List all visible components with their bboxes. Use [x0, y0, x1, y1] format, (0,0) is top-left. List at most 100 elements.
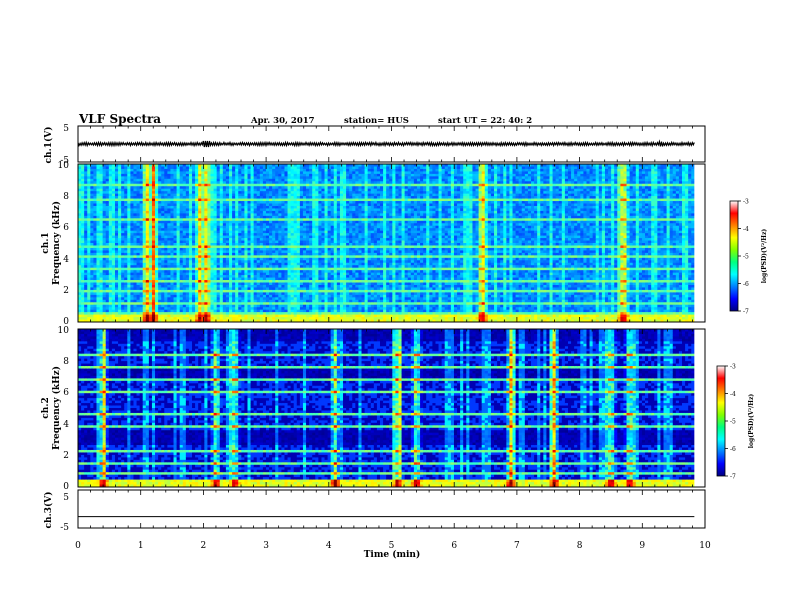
spectrogram-cell [262, 188, 267, 192]
spectrogram-cell [238, 215, 242, 219]
spectrogram-cell [293, 181, 298, 185]
spectrogram-cell [182, 233, 187, 236]
spectrogram-cell [185, 317, 190, 320]
spectrogram-cell [148, 218, 153, 222]
spectrogram-cell [296, 307, 301, 311]
spectrogram-cell [309, 225, 313, 229]
spectrogram-cell [121, 314, 125, 318]
spectrogram-cell [188, 255, 193, 259]
spectrogram-cell [253, 307, 258, 311]
spectrogram-cell [81, 257, 85, 261]
spectrogram-cell [204, 287, 208, 291]
spectrogram-cell [192, 275, 196, 278]
spectrogram-cell [210, 186, 214, 190]
spectrogram-cell [256, 297, 261, 301]
spectrogram-cell [124, 166, 128, 170]
spectrogram-cell [173, 245, 178, 249]
spectrogram-cell [216, 238, 221, 241]
spectrogram-cell [222, 213, 227, 217]
spectrogram-cell [133, 284, 137, 288]
spectrogram-cell [145, 292, 150, 296]
spectrogram-cell [192, 168, 196, 172]
spectrogram-cell [139, 235, 144, 239]
spectrogram-cell [281, 178, 285, 182]
spectrogram-cell [127, 205, 131, 209]
spectrogram-cell [121, 252, 125, 256]
spectrogram-cell [284, 280, 288, 283]
spectrogram-cell [262, 183, 267, 187]
spectrogram-cell [269, 191, 273, 195]
spectrogram-cell [148, 267, 153, 271]
spectrogram-cell [204, 277, 208, 281]
spectrogram-cell [281, 250, 285, 254]
spectrogram-cell [272, 193, 276, 197]
spectrogram-cell [238, 317, 242, 320]
spectrogram-cell [114, 166, 119, 170]
spectrogram-cell [296, 312, 301, 315]
spectrogram-cell [250, 205, 255, 209]
spectrogram-cell [198, 299, 202, 303]
spectrogram-cell [164, 284, 168, 288]
spectrogram-cell [90, 260, 94, 264]
spectrogram-cell [139, 294, 144, 298]
spectrogram-cell [290, 178, 295, 182]
spectrogram-cell [225, 210, 230, 214]
spectrogram-cell [302, 262, 307, 266]
spectrogram-cell [108, 198, 113, 202]
spectrogram-cell [232, 235, 236, 239]
spectrogram-cell [198, 252, 202, 256]
spectrogram-cell [93, 299, 97, 303]
spectrogram-cell [238, 213, 242, 217]
spectrogram-cell [121, 208, 125, 212]
spectrogram-cell [108, 176, 113, 180]
spectrogram-cell [87, 223, 91, 227]
spectrogram-cell [114, 292, 119, 296]
spectrogram-cell [241, 319, 245, 323]
spectrogram-cell [84, 191, 88, 195]
spectrogram-cell [201, 233, 205, 236]
spectrogram-cell [256, 243, 261, 246]
spectrogram-cell [142, 292, 147, 296]
spectrogram-cell [121, 203, 125, 207]
spectrogram-cell [287, 213, 292, 217]
spectrogram-cell [102, 277, 107, 281]
spectrogram-cell [102, 262, 107, 266]
spectrogram-cell [124, 168, 128, 172]
spectrogram-cell [256, 176, 261, 180]
spectrogram-cell [204, 257, 208, 261]
spectrogram-cell [136, 173, 141, 177]
spectrogram-cell [250, 247, 255, 251]
spectrogram-cell [259, 181, 264, 185]
spectrogram-cell [111, 235, 116, 239]
spectrogram-cell [133, 289, 137, 293]
spectrogram-cell [170, 235, 174, 239]
spectrogram-cell [145, 289, 150, 293]
spectrogram-cell [256, 181, 261, 185]
spectrogram-cell [259, 284, 264, 288]
spectrogram-cell [244, 203, 248, 207]
spectrogram-cell [145, 262, 150, 266]
spectrogram-cell [151, 201, 156, 204]
spectrogram-cell [259, 319, 264, 323]
spectrogram-cell [222, 282, 227, 286]
spectrogram-cell [250, 277, 255, 281]
spectrogram-cell [299, 228, 304, 232]
spectrogram-cell [229, 282, 233, 286]
spectrogram-cell [309, 176, 313, 180]
spectrogram-cell [108, 196, 113, 199]
spectrogram-cell [253, 208, 258, 212]
spectrogram-cell [78, 181, 82, 185]
spectrogram-cell [306, 314, 310, 318]
spectrogram-cell [124, 181, 128, 185]
spectrogram-cell [195, 210, 199, 214]
spectrogram-cell [84, 208, 88, 212]
spectrogram-cell [195, 213, 199, 217]
spectrogram-cell [127, 215, 131, 219]
spectrogram-cell [81, 275, 85, 278]
spectrogram-cell [148, 280, 153, 283]
spectrogram-cell [185, 277, 190, 281]
spectrogram-cell [136, 262, 141, 266]
spectrogram-cell [173, 277, 178, 281]
spectrogram-cell [232, 280, 236, 283]
spectrogram-cell [284, 299, 288, 303]
